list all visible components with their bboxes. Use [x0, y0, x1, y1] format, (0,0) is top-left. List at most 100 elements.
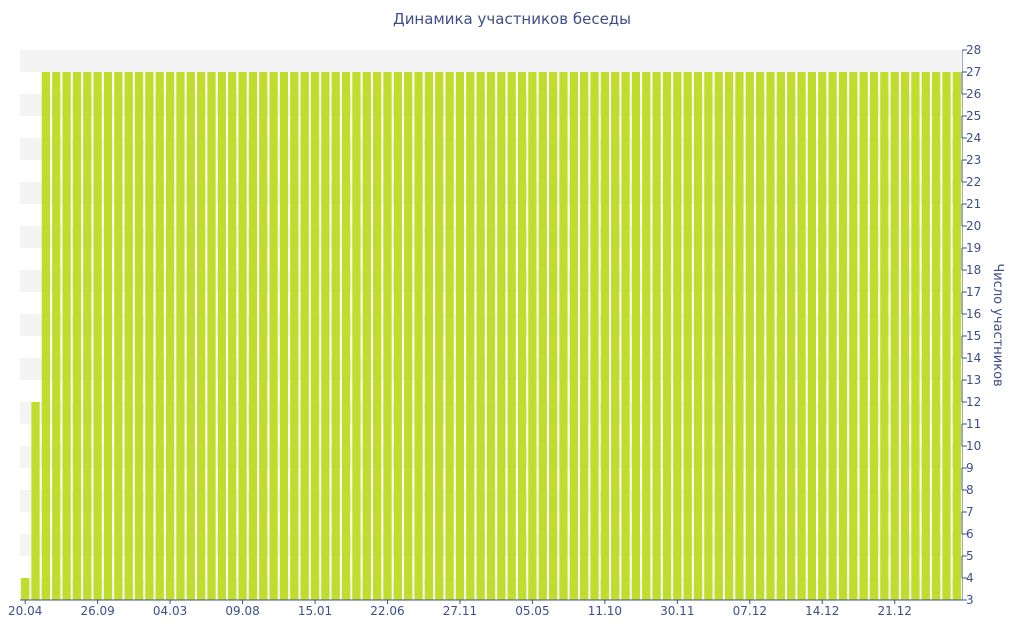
y-tick-label: 28	[966, 43, 981, 57]
y-tick-label: 18	[966, 263, 981, 277]
bar	[393, 72, 402, 600]
y-tick-label: 15	[966, 329, 981, 343]
bar	[341, 72, 351, 600]
y-tick-label: 23	[966, 153, 981, 167]
chart-title: Динамика участников беседы	[393, 10, 631, 28]
bar	[611, 72, 620, 600]
bar	[559, 72, 568, 600]
bar	[797, 72, 806, 600]
bar	[538, 72, 547, 600]
bar	[197, 72, 206, 600]
x-tick-label: 20.04	[8, 604, 42, 618]
bar	[62, 72, 71, 600]
bar	[756, 72, 765, 600]
y-tick-label: 26	[966, 87, 981, 101]
bar	[414, 72, 423, 600]
bar	[807, 72, 817, 600]
bar	[476, 72, 485, 600]
bar	[869, 72, 879, 600]
y-tick-label: 6	[966, 527, 974, 541]
bar	[673, 72, 682, 600]
bar	[662, 72, 672, 600]
y-tick-label: 27	[966, 65, 981, 79]
bar	[41, 72, 51, 600]
y-tick-label: 9	[966, 461, 974, 475]
x-tick-label: 07.12	[733, 604, 767, 618]
bar	[424, 72, 434, 600]
y-tick-label: 11	[966, 417, 981, 431]
bar	[683, 72, 692, 600]
x-tick-label: 21.12	[878, 604, 912, 618]
bar	[383, 72, 392, 600]
bar	[466, 72, 475, 600]
bar	[362, 72, 371, 600]
y-tick-label: 5	[966, 549, 974, 563]
bar	[72, 72, 82, 600]
bar	[455, 72, 465, 600]
x-tick-label: 14.12	[805, 604, 839, 618]
x-tick-label: 27.11	[443, 604, 477, 618]
bar	[776, 72, 785, 600]
y-tick-label: 17	[966, 285, 981, 299]
bar	[631, 72, 641, 600]
bar	[838, 72, 848, 600]
bar	[931, 72, 941, 600]
bar	[942, 72, 951, 600]
bar	[652, 72, 661, 600]
bar	[134, 72, 144, 600]
bar	[321, 72, 330, 600]
bar	[435, 72, 444, 600]
bar	[828, 72, 837, 600]
bar	[517, 72, 527, 600]
y-tick-label: 21	[966, 197, 981, 211]
bar	[248, 72, 258, 600]
y-tick-label: 12	[966, 395, 981, 409]
bar	[890, 72, 899, 600]
y-tick-label: 16	[966, 307, 981, 321]
bar	[145, 72, 154, 600]
y-tick-label: 8	[966, 483, 974, 497]
bar	[124, 72, 133, 600]
bar	[766, 72, 775, 600]
bar	[103, 72, 113, 600]
bar	[745, 72, 754, 600]
y-tick-label: 24	[966, 131, 981, 145]
bar	[507, 72, 516, 600]
bar	[52, 72, 61, 600]
bar	[93, 72, 102, 600]
x-tick-label: 11.10	[588, 604, 622, 618]
bar	[642, 72, 651, 600]
y-axis-title: Число участников	[990, 263, 1005, 386]
y-tick-label: 13	[966, 373, 981, 387]
y-tick-label: 3	[966, 593, 974, 607]
bar	[21, 578, 30, 600]
bar	[207, 72, 216, 600]
bar	[155, 72, 164, 600]
bar	[693, 72, 703, 600]
bar	[228, 72, 237, 600]
bar	[787, 72, 796, 600]
bar	[83, 72, 92, 600]
bar	[186, 72, 195, 600]
bar	[310, 72, 320, 600]
y-tick-label: 25	[966, 109, 981, 123]
bar	[921, 72, 930, 600]
bar	[259, 72, 268, 600]
bar	[569, 72, 578, 600]
bar	[621, 72, 630, 600]
x-tick-label: 04.03	[153, 604, 187, 618]
bar	[497, 72, 506, 600]
x-tick-label: 22.06	[370, 604, 404, 618]
bar	[165, 72, 175, 600]
bar	[548, 72, 558, 600]
y-tick-label: 19	[966, 241, 981, 255]
x-tick-label: 09.08	[225, 604, 259, 618]
bar	[352, 72, 361, 600]
bar	[818, 72, 827, 600]
bar	[445, 72, 454, 600]
bar	[486, 72, 496, 600]
bar	[279, 72, 289, 600]
x-tick-label: 15.01	[298, 604, 332, 618]
bar	[31, 402, 40, 600]
